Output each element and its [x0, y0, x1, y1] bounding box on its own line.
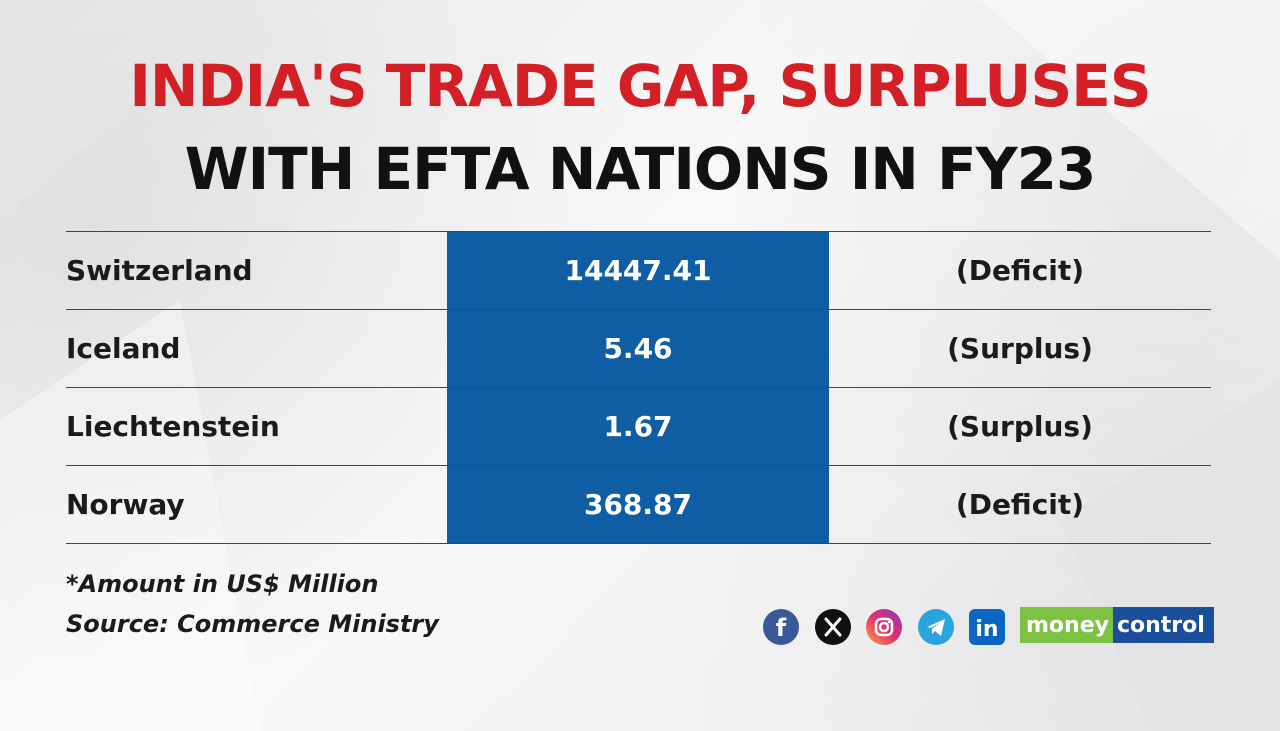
- title-line-2: WITH EFTA NATIONS IN FY23: [184, 135, 1097, 203]
- table-row: Liechtenstein 1.67 (Surplus): [66, 387, 1211, 466]
- status-cell: (Surplus): [829, 387, 1211, 466]
- value-cell: 1.67: [447, 387, 829, 466]
- country-cell: Iceland: [66, 309, 447, 388]
- footnote: *Amount in US$ Million: [66, 570, 379, 598]
- instagram-icon[interactable]: [866, 609, 902, 645]
- linkedin-icon[interactable]: in: [969, 609, 1005, 645]
- logo-money: money: [1020, 607, 1113, 643]
- value-cell: 14447.41: [447, 231, 829, 310]
- country-cell: Norway: [66, 465, 447, 544]
- value-cell: 368.87: [447, 465, 829, 544]
- table-row: Norway 368.87 (Deficit): [66, 465, 1211, 544]
- status-cell: (Surplus): [829, 309, 1211, 388]
- status-cell: (Deficit): [829, 465, 1211, 544]
- telegram-icon[interactable]: [918, 609, 954, 645]
- x-icon[interactable]: [815, 609, 851, 645]
- facebook-icon[interactable]: f: [763, 609, 799, 645]
- table-row: Iceland 5.46 (Surplus): [66, 309, 1211, 388]
- trade-table: Switzerland 14447.41 (Deficit) Iceland 5…: [66, 231, 1211, 544]
- logo-control: control: [1112, 607, 1214, 643]
- country-cell: Liechtenstein: [66, 387, 447, 466]
- svg-text:f: f: [776, 614, 787, 642]
- country-cell: Switzerland: [66, 231, 447, 310]
- title-line-1: INDIA'S TRADE GAP, SURPLUSES: [129, 52, 1151, 120]
- table-row: Switzerland 14447.41 (Deficit): [66, 231, 1211, 310]
- source-note: Source: Commerce Ministry: [66, 610, 439, 638]
- value-cell: 5.46: [447, 309, 829, 388]
- status-cell: (Deficit): [829, 231, 1211, 310]
- svg-text:in: in: [975, 617, 998, 642]
- moneycontrol-logo[interactable]: money control: [1020, 607, 1214, 643]
